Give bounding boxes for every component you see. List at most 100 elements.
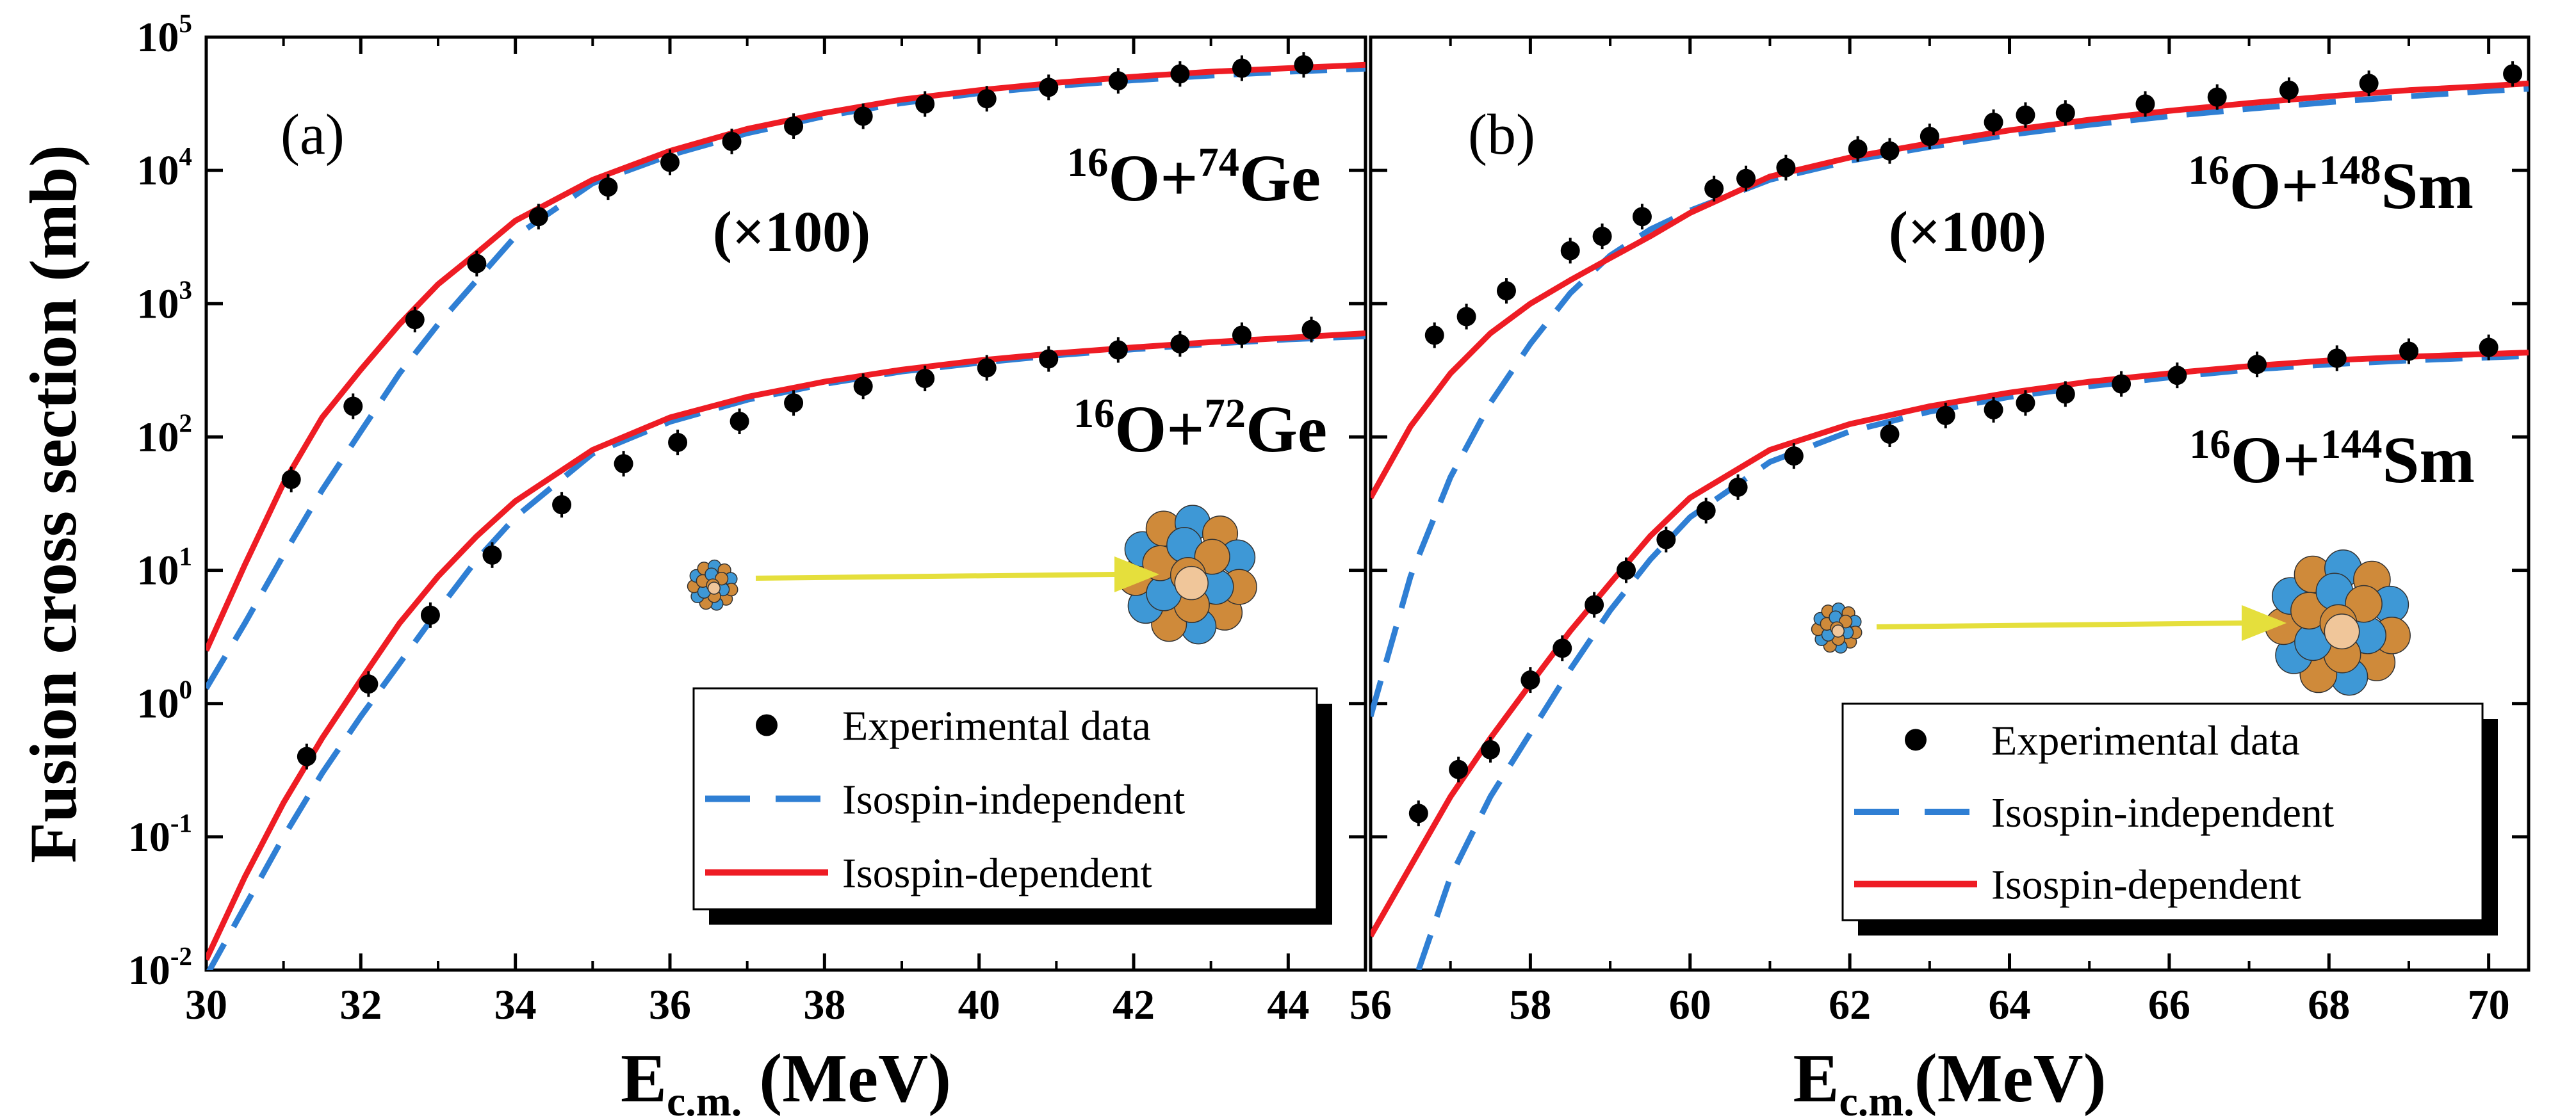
data-point [668, 432, 688, 452]
plot-area [1371, 61, 2529, 970]
arrow-shaft [755, 572, 1115, 581]
data-point [2135, 94, 2155, 114]
data-point [915, 368, 935, 388]
y-tick-label: 10-2 [128, 942, 192, 994]
data-point [1039, 349, 1059, 369]
plot-area [206, 52, 1365, 970]
data-point [2279, 80, 2299, 100]
y-axis-label: Fusion cross section (mb) [17, 145, 90, 863]
data-point [405, 310, 425, 330]
y-tick-label: 104 [137, 142, 192, 194]
x-tick-label: 60 [1669, 982, 1711, 1028]
legend-entry-independent: Isospin-independent [1991, 790, 2334, 836]
data-point [1848, 139, 1868, 159]
x-tick-label: 44 [1267, 982, 1309, 1028]
data-point [1039, 77, 1059, 97]
data-point [552, 495, 572, 515]
scale-note: (×100) [713, 200, 870, 264]
arrow-head [1114, 556, 1159, 592]
data-point [1449, 759, 1469, 779]
data-point [1920, 127, 1939, 147]
y-tick-label: 102 [137, 409, 192, 460]
plot-frame [204, 35, 1367, 972]
data-point [1736, 168, 1756, 188]
data-point [660, 152, 680, 172]
data-point [2055, 103, 2075, 123]
legend-data-marker [1905, 729, 1927, 751]
x-tick-label: 58 [1509, 982, 1551, 1028]
y-tick-label: 100 [137, 676, 192, 727]
x-tick-label: 36 [649, 982, 691, 1028]
data-point [1696, 501, 1716, 521]
x-tick-label: 34 [494, 982, 537, 1028]
data-point [2055, 384, 2075, 404]
legend-entry-experimental: Experimental data [842, 703, 1151, 750]
data-point [598, 177, 618, 197]
isospin-dependent-curve [1371, 80, 2529, 499]
plot-frame [1369, 35, 2531, 972]
panel-b: 56 58 60 62 64 66 68 70 Ec.m.(MeV) 16O+148Sm 16O+1… [1349, 35, 2531, 1118]
data-point [1656, 530, 1676, 549]
atom-sphere [2324, 613, 2360, 650]
x-axis-label: Ec.m. (MeV) [621, 1041, 951, 1118]
data-point [2359, 74, 2379, 93]
data-point [2503, 64, 2523, 84]
data-point [1880, 141, 1900, 161]
reaction-label: 16O+144Sm [2189, 421, 2475, 497]
data-point [915, 94, 935, 114]
x-axis-label: Ec.m.(MeV) [1793, 1041, 2106, 1118]
data-point [482, 545, 502, 565]
projectile-nucleus-icon [1811, 602, 1863, 654]
arrow-shaft [1876, 620, 2242, 629]
legend-entry-dependent: Isospin-dependent [842, 850, 1152, 897]
reaction-label: 16O+72Ge [1073, 391, 1327, 466]
data-point [1704, 179, 1724, 198]
data-point [1108, 71, 1128, 91]
data-point [1617, 560, 1636, 580]
data-point [2016, 105, 2035, 125]
x-tick-label: 38 [803, 982, 845, 1028]
legend-entry-dependent: Isospin-dependent [1991, 862, 2301, 909]
data-point [297, 747, 316, 766]
data-point [2112, 374, 2132, 394]
atom-sphere [1174, 565, 1209, 601]
reaction-label: 16O+74Ge [1067, 140, 1321, 215]
isospin-independent-curve [206, 65, 1365, 690]
data-point [420, 605, 440, 625]
data-point [853, 377, 873, 396]
data-point [614, 454, 633, 474]
arrow-head [2242, 605, 2287, 641]
data-point [2016, 393, 2035, 413]
data-point [853, 106, 873, 126]
data-point [1984, 400, 2003, 419]
data-point [2479, 337, 2499, 357]
data-point [1170, 334, 1190, 353]
data-point [281, 469, 301, 489]
data-point [2327, 348, 2347, 368]
data-point [1170, 64, 1190, 84]
data-point [1553, 638, 1572, 658]
legend-entry-experimental: Experimental data [1991, 717, 2300, 764]
isospin-independent-curve [1415, 353, 2529, 970]
data-point [1232, 58, 1251, 78]
data-point [1784, 446, 1804, 466]
data-point [528, 207, 548, 227]
x-tick-label: 56 [1349, 982, 1392, 1028]
data-point [1456, 307, 1476, 327]
y-tick-label: 101 [137, 542, 192, 594]
panel-label: (a) [281, 103, 345, 166]
panel-a: 30 32 34 36 38 40 42 44 Ec.m. (MeV) 16O+74Ge 16O+7… [185, 35, 1367, 1118]
y-tick-label: 105 [137, 9, 192, 61]
x-tick-label: 64 [1989, 982, 2031, 1028]
data-point [1520, 670, 1540, 690]
data-point [1632, 207, 1652, 227]
isospin-dependent-curve [1371, 350, 2529, 938]
x-tick-label: 40 [958, 982, 1000, 1028]
x-tick-label: 68 [2308, 982, 2350, 1028]
data-point [2207, 87, 2227, 107]
data-point [1585, 595, 1604, 615]
x-tick-label: 66 [2148, 982, 2190, 1028]
data-point [359, 674, 379, 694]
data-point [1984, 112, 2003, 132]
